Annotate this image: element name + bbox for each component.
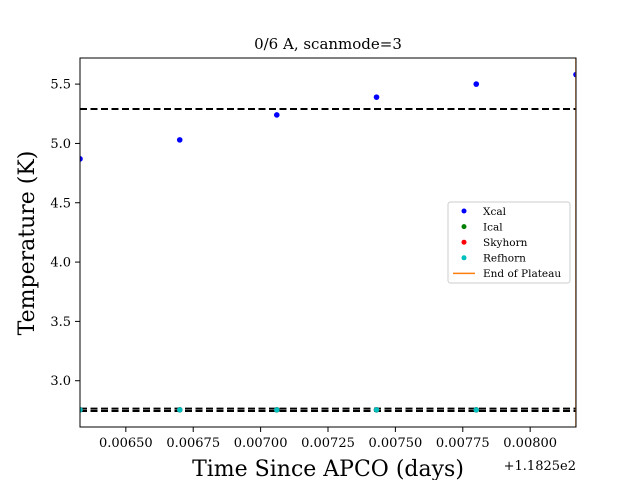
y-tick-label: 4.0 (50, 256, 71, 271)
refhorn-point (473, 406, 480, 413)
y-tick-label: 5.0 (50, 137, 71, 152)
y-tick-label: 3.5 (50, 315, 71, 330)
xcal-point (273, 112, 280, 118)
refhorn-point (80, 406, 83, 413)
plot-area: 0.00650 0.00675 0.00700 0.00725 0.00750 0.007… (50, 57, 577, 451)
x-tick-label: 0.00650 (99, 436, 153, 451)
y-tick-label: 4.5 (50, 196, 71, 211)
legend-marker-skyhorn (461, 239, 467, 245)
legend-label-ical: Ical (483, 221, 503, 233)
chart-title: 0/6 A, scanmode=3 (254, 35, 402, 53)
legend-label-xcal: Xcal (483, 206, 507, 218)
legend-marker-ical (461, 224, 467, 230)
legend-label-end-of-plateau: End of Plateau (483, 268, 561, 280)
legend: Xcal Ical Skyhorn Refhorn End of Plateau (447, 201, 571, 284)
refhorn-point (176, 406, 183, 413)
x-tick-label: 0.00800 (503, 436, 557, 451)
legend-marker-xcal (461, 208, 467, 214)
legend-label-refhorn: Refhorn (483, 253, 526, 265)
refhorn-point (373, 406, 380, 413)
x-tick-label: 0.00775 (436, 436, 490, 451)
refhorn-point (273, 406, 280, 413)
x-tick-label: 0.00675 (166, 436, 220, 451)
xcal-point (80, 156, 83, 162)
y-tick-label: 5.5 (50, 78, 71, 93)
x-axis-offset-label: +1.1825e2 (504, 459, 576, 474)
legend-label-skyhorn: Skyhorn (483, 237, 528, 249)
xcal-point (373, 94, 380, 100)
x-axis-label: Time Since APCO (days) (192, 457, 464, 480)
xcal-point (176, 137, 183, 143)
x-tick-label: 0.00750 (369, 436, 423, 451)
x-tick-label: 0.00725 (301, 436, 355, 451)
x-tick-label: 0.00700 (234, 436, 288, 451)
xcal-point (473, 81, 480, 87)
y-axis-label: Temperature (K) (15, 151, 40, 336)
plot-marks (80, 58, 576, 427)
y-tick-label: 3.0 (50, 374, 71, 389)
legend-marker-refhorn (461, 255, 467, 261)
legend-box (447, 201, 571, 284)
